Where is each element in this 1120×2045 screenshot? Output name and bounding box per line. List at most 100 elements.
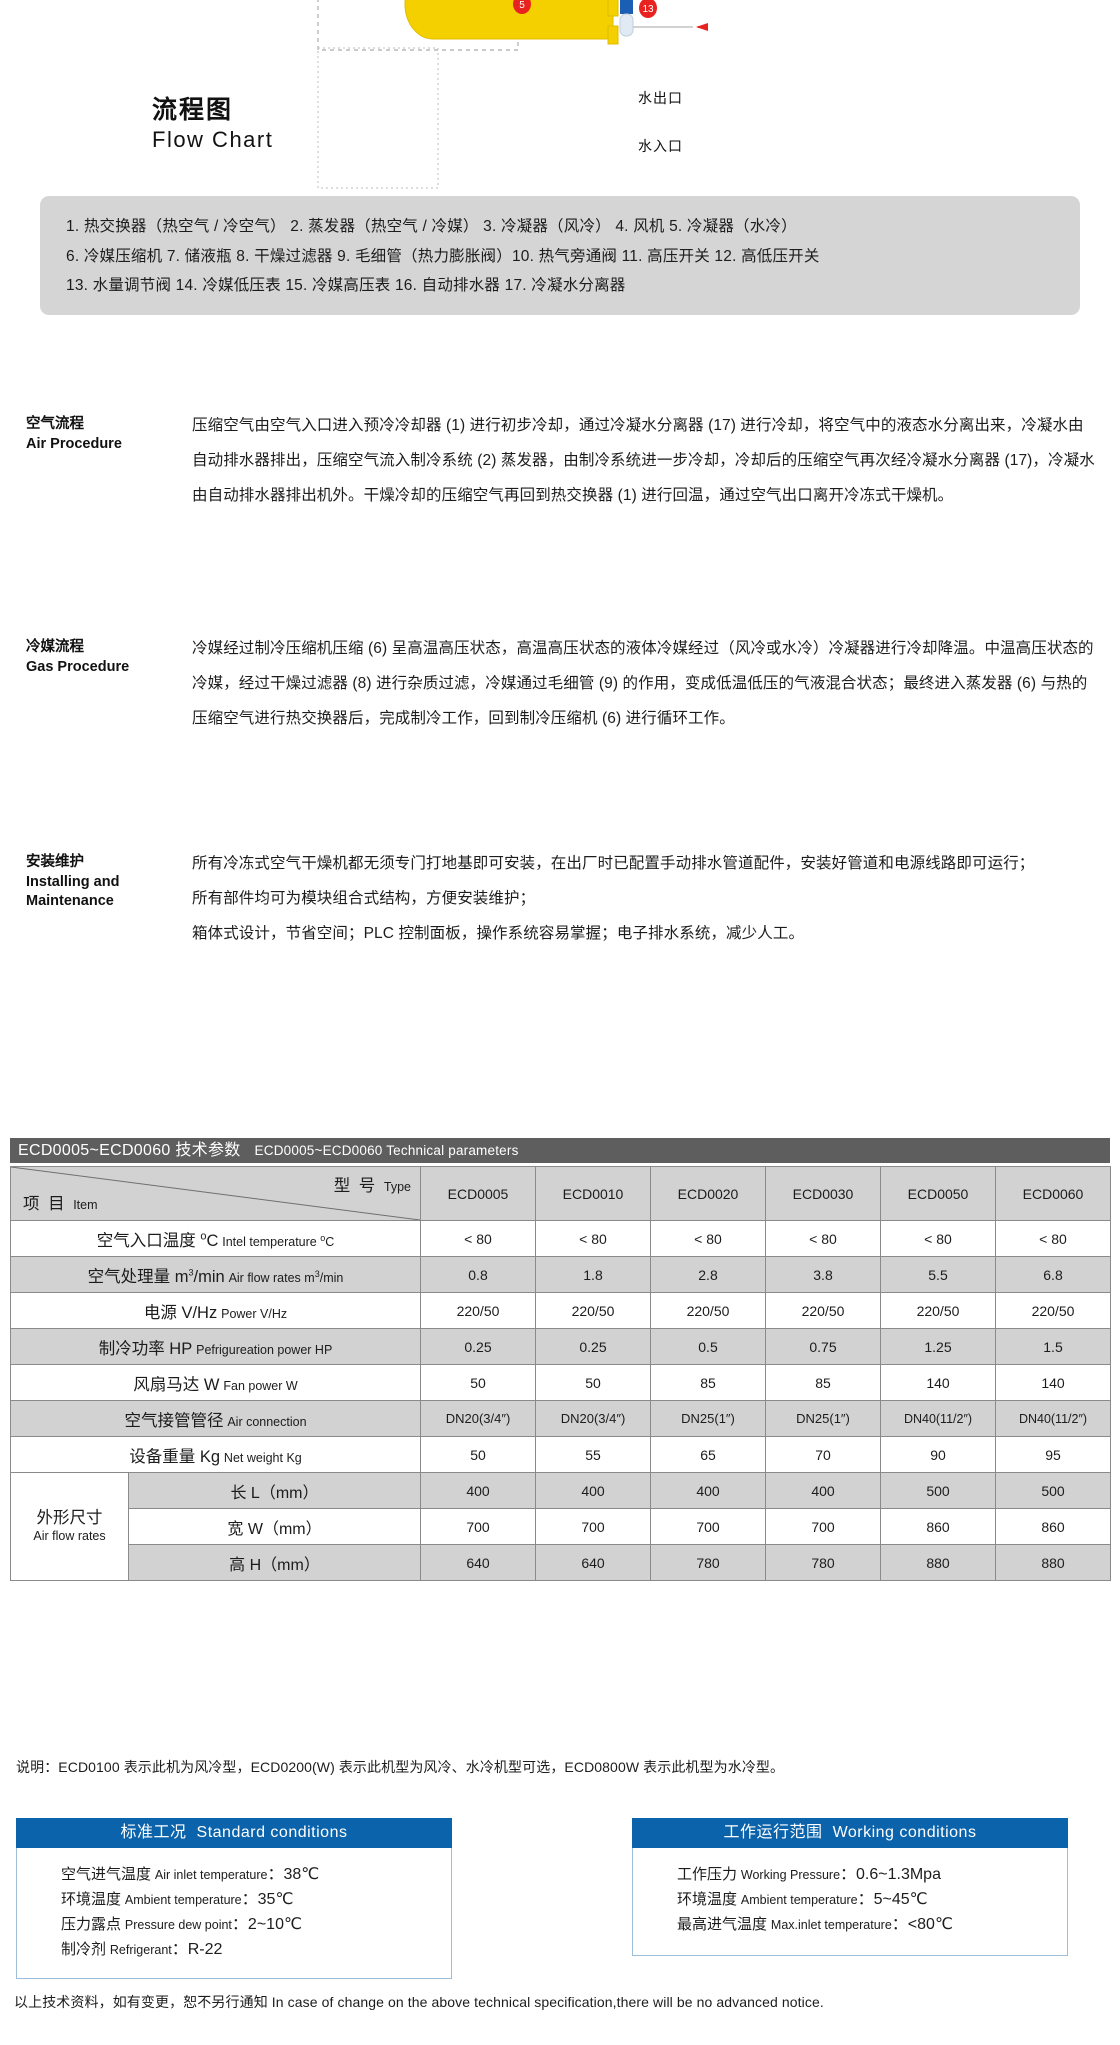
cell-air-connection-1: DN20(3/4″)	[535, 1400, 651, 1437]
dimensions-label-en: Air flow rates	[33, 1529, 106, 1543]
cell-air-flow-3: 3.8	[765, 1256, 881, 1293]
cell-refrigeration-power-5: 1.5	[995, 1328, 1111, 1365]
cell-length-3: 400	[765, 1472, 881, 1509]
row-label-refrigeration-power: 制冷功率 HP Pefrigureation power HP	[10, 1328, 421, 1365]
procedure-air-text: 压缩空气由空气入口进入预冷冷却器 (1) 进行初步冷却，通过冷凝水分离器 (17…	[192, 417, 1095, 504]
cell-refrigeration-power-2: 0.5	[650, 1328, 766, 1365]
standard-condition-line: 压力露点 Pressure dew point：2~10℃	[61, 1916, 302, 1933]
svg-text:5: 5	[519, 0, 525, 11]
procedure-gas-label: 冷媒流程 Gas Procedure	[26, 638, 196, 677]
working-condition-line: 环境温度 Ambient temperature：5~45℃	[677, 1891, 928, 1908]
dim-row-label-height: 高 H（mm）	[128, 1544, 421, 1581]
table-corner-cell: 型 号 Type 项 目 Item	[10, 1166, 421, 1221]
cell-air-connection-3: DN25(1″)	[765, 1400, 881, 1437]
cell-length-2: 400	[650, 1472, 766, 1509]
standard-conditions-header-en: Standard conditions	[196, 1824, 348, 1841]
cell-net-weight-0: 50	[420, 1436, 536, 1473]
cell-refrigeration-power-4: 1.25	[880, 1328, 996, 1365]
procedure-install-text: 所有冷冻式空气干燥机都无须专门打地基即可安装，在出厂时已配置手动排水管道配件，安…	[192, 855, 1035, 942]
cell-height-1: 640	[535, 1544, 651, 1581]
cell-air-flow-0: 0.8	[420, 1256, 536, 1293]
row-label-net-weight: 设备重量 Kg Net weight Kg	[10, 1436, 421, 1473]
standard-conditions-header: 标准工况 Standard conditions	[16, 1818, 452, 1848]
table-row: 空气入口温度 oC Intel temperature oC < 80 < 80…	[10, 1220, 1111, 1257]
flow-diagram-area: 4 6 7	[0, 0, 1120, 190]
cell-fan-power-2: 85	[650, 1364, 766, 1401]
procedure-gas-text: 冷媒经过制冷压缩机压缩 (6) 呈高温高压状态，高温高压状态的液体冷媒经过（风冷…	[192, 640, 1094, 727]
table-type-label: 型 号 Type	[333, 1177, 411, 1195]
page-footer-disclaimer: 以上技术资料，如有变更，恕不另行通知 In case of change on …	[14, 1994, 824, 2010]
standard-condition-line: 环境温度 Ambient temperature：35℃	[61, 1891, 294, 1908]
cell-power-4: 220/50	[880, 1292, 996, 1329]
procedure-air-label: 空气流程 Air Procedure	[26, 415, 196, 454]
cell-air-connection-4: DN40(11/2″)	[880, 1400, 996, 1437]
flow-chart-title-en: Flow Chart	[152, 126, 274, 152]
cell-air-connection-0: DN20(3/4″)	[420, 1400, 536, 1437]
cell-power-3: 220/50	[765, 1292, 881, 1329]
spec-table-title-cn: ECD0005~ECD0060 技术参数	[18, 1142, 241, 1159]
cell-length-0: 400	[420, 1472, 536, 1509]
standard-conditions-body: 空气进气温度 Air inlet temperature：38℃ 环境温度 Am…	[16, 1848, 452, 1979]
cell-width-2: 700	[650, 1508, 766, 1545]
legend-line-3: 13. 水量调节阀 14. 冷媒低压表 15. 冷媒高压表 16. 自动排水器 …	[66, 277, 626, 294]
cell-fan-power-4: 140	[880, 1364, 996, 1401]
legend-line-1: 1. 热交换器（热空气 / 冷空气） 2. 蒸发器（热空气 / 冷媒） 3. 冷…	[66, 218, 797, 235]
table-row: 高 H（mm） 640 640 780 780 880 880	[11, 1544, 1111, 1581]
legend-box: 1. 热交换器（热空气 / 冷空气） 2. 蒸发器（热空气 / 冷媒） 3. 冷…	[40, 196, 1080, 315]
table-row: 宽 W（mm） 700 700 700 700 860 860	[11, 1508, 1111, 1545]
table-row: 风扇马达 W Fan power W 50 50 85 85 140 140	[10, 1364, 1111, 1401]
cell-inlet-temperature-4: < 80	[880, 1220, 996, 1257]
procedure-air-label-en: Air Procedure	[26, 435, 122, 452]
table-row: 空气处理量 m3/min Air flow rates m3/min 0.8 1…	[10, 1256, 1111, 1293]
cell-width-1: 700	[535, 1508, 651, 1545]
model-header-1: ECD0010	[535, 1166, 651, 1221]
cell-width-3: 700	[765, 1508, 881, 1545]
cell-inlet-temperature-0: < 80	[420, 1220, 536, 1257]
cell-inlet-temperature-5: < 80	[995, 1220, 1111, 1257]
cell-refrigeration-power-0: 0.25	[420, 1328, 536, 1365]
spec-table: 型 号 Type 项 目 Item ECD0005 ECD0010 ECD002…	[10, 1166, 1111, 1581]
spec-table-title: ECD0005~ECD0060 技术参数 ECD0005~ECD0060 Tech…	[10, 1138, 1110, 1163]
cell-net-weight-3: 70	[765, 1436, 881, 1473]
cell-air-flow-5: 6.8	[995, 1256, 1111, 1293]
standard-condition-line: 制冷剂 Refrigerant：R-22	[61, 1941, 223, 1958]
cell-height-2: 780	[650, 1544, 766, 1581]
procedure-gas-label-cn: 冷媒流程	[26, 639, 84, 655]
cell-fan-power-5: 140	[995, 1364, 1111, 1401]
spec-table-wrap: ECD0005~ECD0060 技术参数 ECD0005~ECD0060 Tech…	[10, 1138, 1111, 1581]
table-row: 设备重量 Kg Net weight Kg 50 55 65 70 90 95	[10, 1436, 1111, 1473]
cell-refrigeration-power-3: 0.75	[765, 1328, 881, 1365]
procedure-install-label-cn: 安装维护	[26, 854, 84, 870]
working-conditions-box: 工作运行范围 Working conditions 工作压力 Working Pr…	[632, 1818, 1068, 1956]
cell-height-4: 880	[880, 1544, 996, 1581]
working-conditions-body: 工作压力 Working Pressure：0.6~1.3Mpa 环境温度 Am…	[632, 1848, 1068, 1956]
procedure-gas-label-en: Gas Procedure	[26, 658, 130, 675]
cell-net-weight-4: 90	[880, 1436, 996, 1473]
model-header-4: ECD0050	[880, 1166, 996, 1221]
working-conditions-header-en: Working conditions	[832, 1824, 977, 1841]
cell-air-connection-2: DN25(1″)	[650, 1400, 766, 1437]
table-note: 说明：ECD0100 表示此机为风冷型，ECD0200(W) 表示此机型为风冷、…	[16, 1759, 785, 1775]
cell-air-flow-4: 5.5	[880, 1256, 996, 1293]
dimensions-label-cn: 外形尺寸	[36, 1509, 103, 1528]
flow-chart-title: 流程图 Flow Chart	[152, 96, 273, 153]
model-header-0: ECD0005	[420, 1166, 536, 1221]
water-inlet-label: 水入口	[638, 138, 683, 154]
cell-net-weight-2: 65	[650, 1436, 766, 1473]
cell-height-5: 880	[995, 1544, 1111, 1581]
working-condition-line: 最高进气温度 Max.inlet temperature：<80℃	[677, 1916, 953, 1933]
procedure-install-label-en: Installing and Maintenance	[26, 873, 120, 910]
cell-fan-power-3: 85	[765, 1364, 881, 1401]
cell-height-0: 640	[420, 1544, 536, 1581]
cell-width-5: 860	[995, 1508, 1111, 1545]
cell-net-weight-1: 55	[535, 1436, 651, 1473]
svg-text:13: 13	[642, 4, 654, 15]
cell-length-1: 400	[535, 1472, 651, 1509]
row-label-air-connection: 空气接管管径 Air connection	[10, 1400, 421, 1437]
cell-power-0: 220/50	[420, 1292, 536, 1329]
cell-net-weight-5: 95	[995, 1436, 1111, 1473]
cell-width-0: 700	[420, 1508, 536, 1545]
diagonal-divider-icon	[11, 1167, 420, 1220]
standard-conditions-box: 标准工况 Standard conditions 空气进气温度 Air inlet…	[16, 1818, 452, 1979]
